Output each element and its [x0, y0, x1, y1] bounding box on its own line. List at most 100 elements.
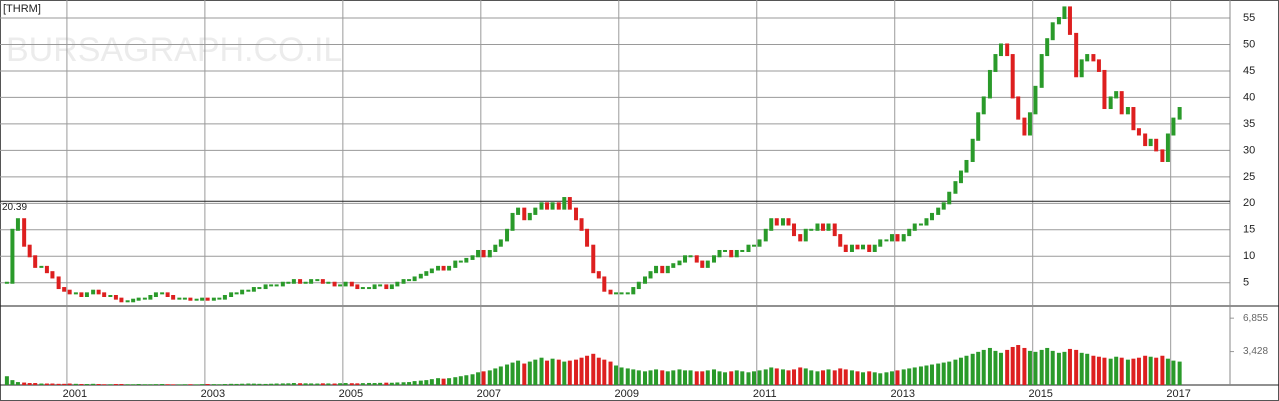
volume-bar [505, 364, 510, 385]
volume-bar [142, 384, 147, 385]
volume-bar [4, 376, 9, 385]
candle [838, 234, 843, 247]
candle [131, 298, 136, 303]
volume-bar [240, 383, 245, 385]
volume-bar [1154, 357, 1159, 385]
volume-bar [332, 383, 337, 385]
volume-bar [102, 384, 107, 385]
volume-bar [700, 371, 705, 385]
candle [993, 54, 998, 72]
volume-bar [177, 384, 182, 385]
candle [889, 234, 894, 242]
volume-bar [1114, 356, 1119, 385]
volume-bar [464, 375, 469, 385]
volume-bar [786, 370, 791, 385]
candle [1010, 54, 1015, 99]
volume-bar [579, 357, 584, 385]
volume-bar [458, 376, 463, 385]
volume-bar [22, 382, 27, 385]
volume-bar [1171, 360, 1176, 385]
candle [665, 265, 670, 274]
candle [522, 207, 527, 221]
candle [177, 297, 182, 300]
volume-bar [229, 383, 234, 385]
candle [798, 234, 803, 242]
volume-bar [688, 370, 693, 385]
volume-bar [1045, 347, 1050, 385]
candle [901, 234, 906, 242]
volume-bar [867, 371, 872, 385]
volume-bar [1010, 346, 1015, 385]
candle [734, 249, 739, 258]
candle [947, 191, 952, 205]
volume-bar [901, 369, 906, 385]
y-tick-label: 5 [1243, 277, 1249, 289]
volume-bar [182, 384, 187, 385]
candle [372, 284, 377, 290]
candle [774, 218, 779, 226]
volume-bar [274, 383, 279, 385]
volume-bar [636, 370, 641, 385]
volume-bar [171, 384, 176, 385]
y-tick-label: 55 [1243, 12, 1255, 24]
candle [654, 265, 659, 274]
volume-bar [665, 371, 670, 385]
volume-bar [723, 372, 728, 385]
candle [1027, 112, 1032, 136]
volume-bar [757, 370, 762, 385]
volume-bar [970, 353, 975, 385]
volume-bar [769, 367, 774, 385]
volume-bar [838, 368, 843, 385]
candle [274, 284, 279, 287]
y-tick-label: 10 [1243, 250, 1255, 262]
volume-bar [763, 369, 768, 385]
candle [998, 43, 1003, 57]
candle [677, 260, 682, 266]
candle [56, 276, 61, 290]
candle [217, 297, 222, 300]
volume-bar [884, 372, 889, 385]
x-tick-label: 2017 [1166, 388, 1190, 400]
y-tick-label: 45 [1243, 65, 1255, 77]
volume-bar [677, 369, 682, 385]
candle [585, 228, 590, 247]
volume-bar [200, 384, 205, 385]
candle [809, 228, 814, 231]
candle [1165, 133, 1170, 162]
volume-bar [872, 372, 877, 385]
candle [102, 292, 107, 297]
candle [1022, 117, 1027, 136]
volume-bar [740, 371, 745, 385]
volume-bar [73, 383, 78, 385]
volume-bar [10, 380, 15, 385]
volume-bar [1091, 355, 1096, 385]
candle [280, 281, 285, 287]
volume-bar [889, 371, 894, 385]
volume-bar [815, 371, 820, 385]
volume-bar [125, 384, 130, 385]
candle [976, 112, 981, 141]
volume-bar [153, 384, 158, 385]
candle [165, 292, 170, 297]
volume-bar [567, 360, 572, 385]
candle [1074, 32, 1079, 78]
candle [200, 297, 205, 301]
volume-bar [947, 361, 952, 385]
volume-bar [355, 383, 360, 385]
candle [50, 271, 55, 279]
volume-bar [67, 383, 72, 385]
volume-bar [303, 383, 308, 385]
candle [1171, 117, 1176, 136]
volume-bar [441, 378, 446, 385]
candle [349, 281, 354, 287]
volume-bar [84, 384, 89, 385]
candle [1062, 6, 1067, 20]
candle [96, 289, 101, 295]
candle [436, 265, 441, 271]
volume-bar [993, 350, 998, 385]
candle [291, 279, 296, 284]
candle [229, 292, 234, 297]
volume-bar [643, 371, 648, 385]
volume-bar [625, 368, 630, 385]
candle [671, 263, 676, 268]
